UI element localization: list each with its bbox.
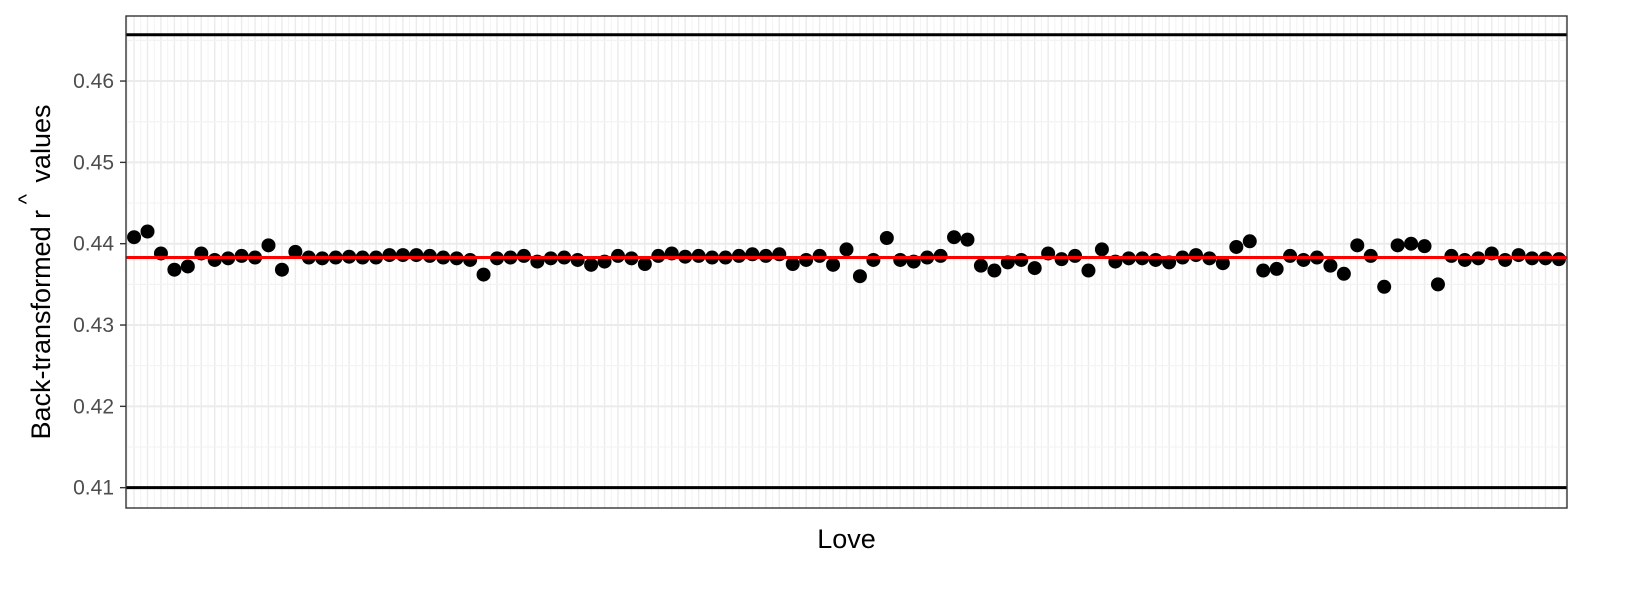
- data-point: [1430, 277, 1445, 292]
- y-axis-label: Back-transformed r ^ values: [10, 105, 56, 440]
- data-point: [1296, 252, 1311, 267]
- data-point: [234, 248, 249, 263]
- data-point: [1068, 248, 1083, 263]
- y-axis-ticks: 0.41 0.42 0.43 0.44 0.45 0.46: [73, 70, 126, 500]
- data-point: [1081, 263, 1096, 278]
- y-tick-label: 0.44: [73, 233, 114, 256]
- data-point: [584, 257, 599, 272]
- data-point: [1377, 279, 1392, 294]
- data-point: [1551, 252, 1566, 267]
- data-point: [651, 248, 666, 263]
- data-point: [1094, 242, 1109, 257]
- data-point: [973, 258, 988, 273]
- data-point: [839, 242, 854, 257]
- data-point: [1229, 239, 1244, 254]
- data-point: [866, 252, 881, 267]
- data-point: [731, 248, 746, 263]
- data-point: [1498, 252, 1513, 267]
- data-point: [382, 248, 397, 263]
- data-point: [1390, 238, 1405, 253]
- data-point: [422, 248, 437, 263]
- y-axis-label-main: Back-transformed r: [26, 210, 56, 440]
- data-point: [570, 252, 585, 267]
- data-point: [1014, 252, 1029, 267]
- grid-lines: [126, 16, 1567, 508]
- data-point: [826, 257, 841, 272]
- data-point: [1350, 238, 1365, 253]
- y-axis-label-suffix: values: [26, 105, 56, 183]
- data-point: [1054, 252, 1069, 267]
- data-point: [476, 267, 491, 282]
- data-point: [395, 248, 410, 263]
- data-point: [933, 248, 948, 263]
- data-points: [126, 224, 1567, 294]
- data-point: [947, 230, 962, 245]
- data-point: [1417, 239, 1432, 254]
- data-point: [1148, 252, 1163, 267]
- data-point: [812, 248, 827, 263]
- x-axis-label: Love: [817, 524, 876, 554]
- data-point: [893, 252, 908, 267]
- data-point: [1511, 248, 1526, 263]
- data-point: [1336, 266, 1351, 281]
- data-point: [745, 247, 760, 262]
- data-point: [207, 252, 222, 267]
- data-point: [180, 259, 195, 274]
- data-point: [1256, 263, 1271, 278]
- data-point: [1188, 248, 1203, 263]
- data-point: [1363, 248, 1378, 263]
- data-point: [516, 248, 531, 263]
- data-point: [1457, 252, 1472, 267]
- data-point: [637, 257, 652, 272]
- data-point: [167, 262, 182, 277]
- data-point: [1444, 248, 1459, 263]
- data-point: [960, 232, 975, 247]
- data-point: [879, 231, 894, 246]
- data-point: [1283, 248, 1298, 263]
- data-point: [1404, 236, 1419, 251]
- data-point: [799, 252, 814, 267]
- data-point: [140, 224, 155, 239]
- y-tick-label: 0.41: [73, 477, 114, 500]
- data-point: [772, 247, 787, 262]
- data-point: [463, 252, 478, 267]
- data-point: [1027, 261, 1042, 276]
- panel-border: [125, 15, 1568, 509]
- data-point: [1215, 256, 1230, 271]
- y-tick-label: 0.46: [73, 70, 114, 93]
- data-point: [610, 248, 625, 263]
- data-point: [1323, 258, 1338, 273]
- data-point: [691, 248, 706, 263]
- data-point: [409, 248, 424, 263]
- data-point: [852, 269, 867, 284]
- y-tick-label: 0.42: [73, 395, 114, 418]
- data-point: [1269, 261, 1284, 276]
- svg-text:Back-transformed r ^: Back-transformed r ^ values: [10, 105, 56, 440]
- y-axis-label-hat: ^: [14, 193, 39, 204]
- y-tick-label: 0.43: [73, 314, 114, 337]
- data-point: [274, 262, 289, 277]
- data-point: [1242, 234, 1257, 249]
- reference-lines: [126, 33, 1567, 490]
- data-point: [785, 257, 800, 272]
- data-point: [288, 244, 303, 259]
- data-point: [127, 230, 142, 245]
- y-tick-label: 0.45: [73, 151, 114, 174]
- data-point: [758, 248, 773, 263]
- data-point: [261, 238, 276, 253]
- data-point: [987, 263, 1002, 278]
